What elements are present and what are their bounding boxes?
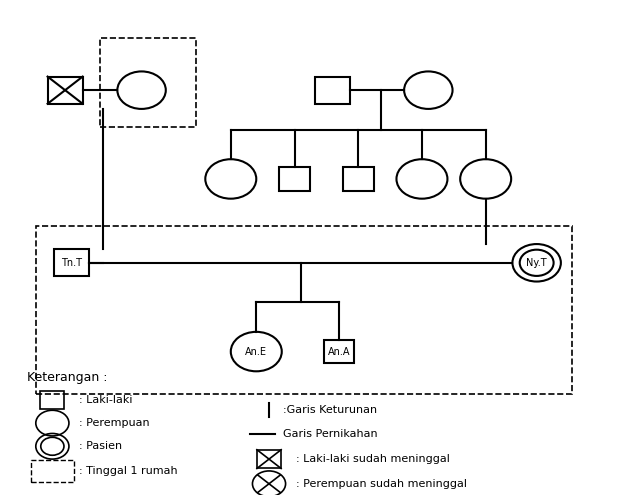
- Bar: [343, 167, 374, 191]
- Bar: [316, 76, 350, 104]
- Text: : Tinggal 1 rumah: : Tinggal 1 rumah: [79, 466, 178, 476]
- Text: Garis Pernikahan: Garis Pernikahan: [283, 430, 378, 439]
- Bar: [279, 167, 310, 191]
- Text: : Pasien: : Pasien: [79, 441, 122, 451]
- Text: : Laki-laki sudah meninggal: : Laki-laki sudah meninggal: [296, 454, 450, 464]
- Bar: [324, 340, 355, 364]
- Bar: [257, 450, 281, 468]
- Text: Ny.T: Ny.T: [526, 258, 547, 268]
- Bar: [31, 460, 74, 482]
- Text: An.A: An.A: [328, 347, 350, 357]
- Bar: [40, 390, 65, 409]
- Text: Keterangan :: Keterangan :: [27, 371, 108, 384]
- Bar: [47, 76, 83, 104]
- Bar: [100, 38, 196, 127]
- Text: :Garis Keturunan: :Garis Keturunan: [283, 405, 377, 415]
- Bar: [36, 226, 572, 393]
- Text: An.E: An.E: [245, 347, 268, 357]
- Text: : Laki-laki: : Laki-laki: [79, 395, 132, 405]
- Text: : Perempuan sudah meninggal: : Perempuan sudah meninggal: [296, 479, 467, 489]
- Text: : Perempuan: : Perempuan: [79, 418, 150, 428]
- Bar: [54, 249, 89, 276]
- Text: Tn.T: Tn.T: [61, 258, 82, 268]
